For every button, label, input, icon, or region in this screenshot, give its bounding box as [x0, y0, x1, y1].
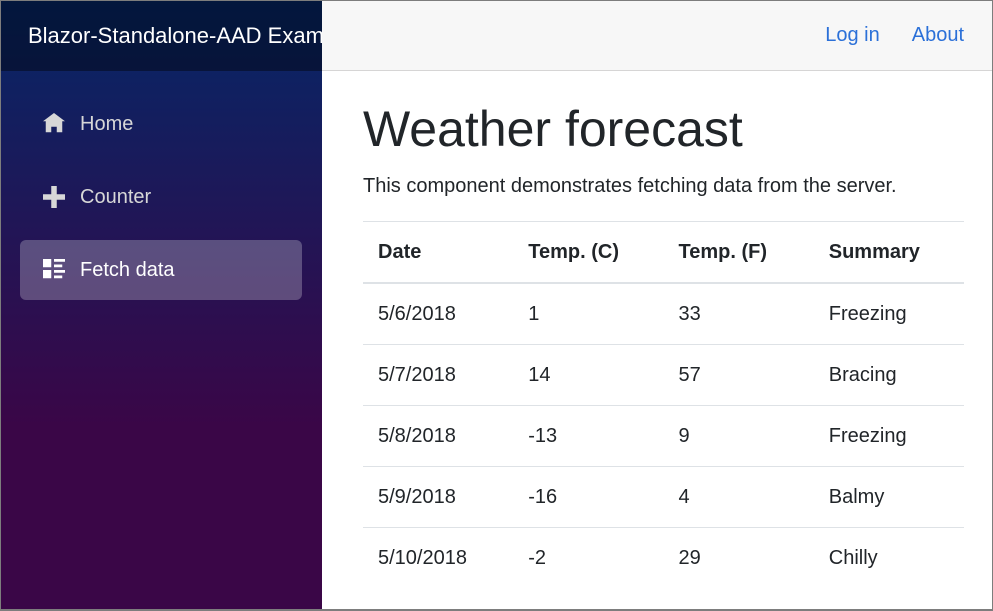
forecast-table-head: Date Temp. (C) Temp. (F) Summary: [363, 221, 964, 284]
table-row: 5/7/2018 14 57 Bracing: [363, 344, 964, 406]
cell-date: 5/10/2018: [363, 527, 514, 588]
cell-summary: Bracing: [813, 344, 964, 406]
cell-temp-c: -13: [513, 405, 664, 467]
cell-temp-f: 33: [663, 282, 814, 345]
top-bar: Log in About: [322, 1, 992, 71]
sidebar-item-counter[interactable]: Counter: [20, 167, 302, 227]
table-row: 5/9/2018 -16 4 Balmy: [363, 466, 964, 528]
sidebar-item-label: Counter: [80, 185, 152, 208]
cell-date: 5/7/2018: [363, 344, 514, 406]
forecast-table: Date Temp. (C) Temp. (F) Summary 5/6/201…: [363, 221, 964, 588]
nav-item: Home: [20, 94, 302, 167]
cell-date: 5/9/2018: [363, 466, 514, 528]
nav-item: Fetch data: [20, 240, 302, 313]
brand-link[interactable]: Blazor-Standalone-AAD Example: [28, 23, 322, 48]
nav-list: Home Counter F: [1, 71, 322, 313]
cell-temp-c: -2: [513, 527, 664, 588]
cell-temp-f: 4: [663, 466, 814, 528]
about-link[interactable]: About: [911, 24, 964, 46]
column-header-temp-f: Temp. (F): [663, 221, 814, 284]
cell-temp-c: -16: [513, 466, 664, 528]
sidebar-item-fetch-data[interactable]: Fetch data: [20, 240, 302, 300]
forecast-table-body: 5/6/2018 1 33 Freezing 5/7/2018 14 57 Br…: [363, 282, 964, 588]
cell-summary: Balmy: [813, 466, 964, 528]
header-row: Date Temp. (C) Temp. (F) Summary: [363, 221, 964, 284]
brand-bar: Blazor-Standalone-AAD Example: [1, 1, 322, 71]
cell-summary: Freezing: [813, 405, 964, 467]
table-row: 5/10/2018 -2 29 Chilly: [363, 527, 964, 588]
cell-temp-c: 14: [513, 344, 664, 406]
list-rich-icon: [43, 259, 65, 281]
login-link[interactable]: Log in: [825, 24, 880, 46]
main-area: Log in About Weather forecast This compo…: [322, 1, 992, 609]
nav-menu: Home Counter F: [1, 71, 322, 313]
table-row: 5/6/2018 1 33 Freezing: [363, 282, 964, 345]
column-header-date: Date: [363, 221, 514, 284]
cell-temp-c: 1: [513, 282, 664, 345]
page-title: Weather forecast: [363, 101, 743, 157]
cell-summary: Chilly: [813, 527, 964, 588]
sidebar-item-label: Home: [80, 112, 134, 135]
content: Weather forecast This component demonstr…: [322, 71, 992, 588]
cell-temp-f: 29: [663, 527, 814, 588]
column-header-summary: Summary: [813, 221, 964, 284]
cell-summary: Freezing: [813, 282, 964, 345]
cell-date: 5/6/2018: [363, 282, 514, 345]
sidebar-item-label: Fetch data: [80, 258, 175, 281]
sidebar-item-home[interactable]: Home: [20, 94, 302, 154]
page-description: This component demonstrates fetching dat…: [363, 175, 897, 197]
cell-date: 5/8/2018: [363, 405, 514, 467]
home-icon: [43, 113, 65, 135]
cell-temp-f: 57: [663, 344, 814, 406]
sidebar: Blazor-Standalone-AAD Example Home: [1, 1, 322, 609]
table-row: 5/8/2018 -13 9 Freezing: [363, 405, 964, 467]
nav-item: Counter: [20, 167, 302, 240]
plus-icon: [43, 186, 65, 208]
column-header-temp-c: Temp. (C): [513, 221, 664, 284]
cell-temp-f: 9: [663, 405, 814, 467]
